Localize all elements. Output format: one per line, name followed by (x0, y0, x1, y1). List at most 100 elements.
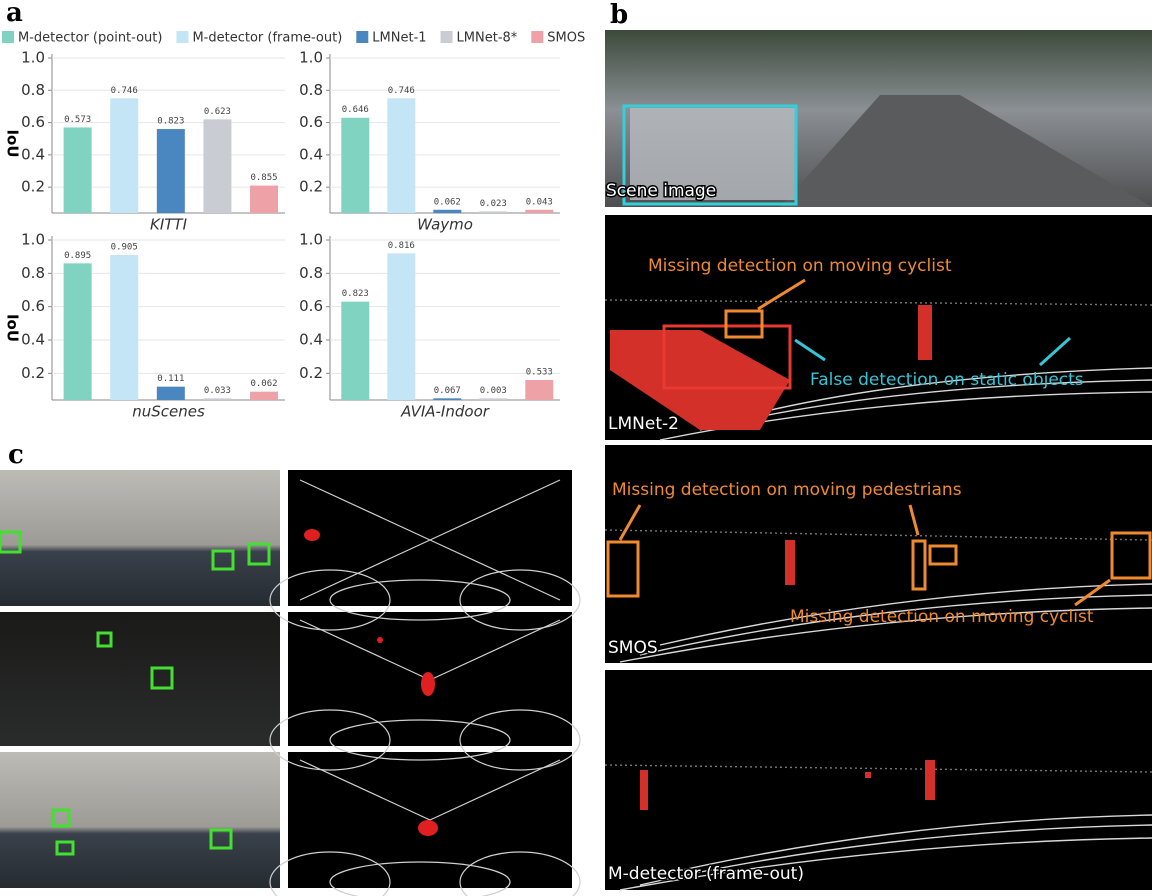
y-tick-label: 1.0 (299, 231, 323, 249)
legend-swatch (2, 31, 14, 43)
caption: SMOS (608, 638, 658, 658)
legend-label: LMNet-8* (457, 31, 518, 46)
caption: Scene image (606, 181, 716, 201)
bar (433, 209, 462, 213)
bar (250, 391, 279, 400)
points (610, 305, 935, 810)
legend-label: M-detector (point-out) (18, 31, 162, 46)
legend-swatch (176, 31, 189, 43)
y-tick-label: 0.4 (21, 331, 45, 349)
panel-label: a (6, 0, 23, 28)
y-tick-label: 1.0 (21, 231, 45, 249)
lidar-image (605, 445, 1152, 663)
camera-image (0, 612, 280, 746)
bar (63, 263, 92, 400)
bar (156, 386, 185, 400)
bar (341, 301, 370, 400)
car (630, 108, 795, 200)
x-axis-label: KITTI (150, 216, 188, 234)
bar (203, 398, 232, 400)
y-tick-label: 0.4 (299, 331, 323, 349)
legend-label: LMNet-1 (372, 31, 426, 46)
y-tick-label: 0.6 (299, 297, 323, 315)
road (780, 95, 1152, 207)
bar-label: 0.043 (526, 197, 553, 207)
panel-b: Scene image LMNet-2 SMOS M-detector (fra… (605, 30, 1152, 891)
bar-label: 0.003 (480, 386, 507, 396)
bar-label: 0.033 (204, 386, 231, 396)
bar (250, 185, 279, 213)
annotation: Missing detection on moving cyclist (648, 256, 952, 276)
y-tick-label: 0.2 (299, 364, 323, 382)
bar-label: 0.646 (342, 105, 369, 115)
bar-label: 0.816 (388, 241, 415, 251)
legend-swatch (356, 31, 369, 43)
bar-label: 0.855 (250, 173, 277, 183)
bar (387, 253, 416, 400)
annotation: Missing detection on moving pedestrians (612, 480, 962, 500)
bar-label: 0.023 (480, 199, 507, 209)
y-tick-label: 1.0 (299, 49, 323, 67)
bar-label: 0.823 (157, 117, 184, 127)
legend-label: M-detector (frame-out) (192, 31, 342, 46)
bar (110, 255, 139, 400)
y-tick-label: 0.8 (21, 81, 45, 99)
bar (433, 398, 462, 400)
y-tick-label: 0.2 (299, 178, 323, 196)
camera-image (0, 470, 280, 606)
legend-swatch (531, 31, 544, 43)
y-tick-label: 0.8 (299, 81, 323, 99)
lidar-image (605, 670, 1152, 890)
y-tick-label: 0.6 (21, 113, 45, 131)
bar (387, 98, 416, 213)
y-tick-label: 0.6 (299, 113, 323, 131)
legend-swatch (440, 31, 453, 43)
bar-label: 0.823 (342, 289, 369, 299)
x-axis-label: Waymo (417, 216, 473, 234)
box (724, 309, 764, 339)
bar-label: 0.067 (434, 386, 461, 396)
scan-rings (269, 479, 581, 896)
detection-boxes (0, 530, 271, 856)
caption: M-detector (frame-out) (608, 864, 804, 884)
y-tick-label: 0.6 (21, 297, 45, 315)
panel-c (0, 470, 581, 896)
bar-label: 0.062 (250, 379, 277, 389)
bar (525, 209, 554, 213)
annotation: Missing detection on moving cyclist (790, 607, 1094, 627)
bar-label: 0.111 (157, 374, 184, 384)
detection-box (622, 104, 798, 206)
bar-label: 0.905 (111, 243, 138, 253)
bar-label: 0.062 (434, 197, 461, 207)
bar-label: 0.573 (64, 115, 91, 125)
arrows (618, 278, 1111, 607)
bar (479, 211, 508, 213)
y-tick-label: 1.0 (21, 49, 45, 67)
y-tick-label: 0.4 (21, 145, 45, 163)
bar (110, 98, 139, 213)
points (304, 529, 438, 836)
charts: 0.2 0.4 0.6 0.8 1.0 0.573 0.746 0.823 0.623 0.855… (4, 49, 560, 421)
bar (156, 129, 185, 213)
legend: M-detector (point-out) M-detector (frame-… (2, 31, 585, 46)
bar (479, 398, 508, 400)
panel-label: b (610, 0, 628, 30)
y-axis-label: IoU (4, 314, 22, 342)
bar-label: 0.895 (64, 251, 91, 261)
y-tick-label: 0.2 (21, 178, 45, 196)
bar (203, 119, 232, 213)
x-axis-label: nuScenes (132, 403, 205, 421)
annotation: False detection on static objects (810, 370, 1084, 390)
bar (341, 117, 370, 213)
camera-image (0, 752, 280, 888)
bar (525, 380, 554, 400)
bar-label: 0.533 (526, 368, 553, 378)
bar-label: 0.746 (388, 86, 415, 96)
bar (63, 127, 92, 213)
caption: LMNet-2 (608, 414, 679, 434)
panel-label: c (8, 440, 24, 470)
y-tick-label: 0.2 (21, 364, 45, 382)
y-tick-label: 0.8 (21, 264, 45, 282)
y-tick-label: 0.8 (299, 264, 323, 282)
